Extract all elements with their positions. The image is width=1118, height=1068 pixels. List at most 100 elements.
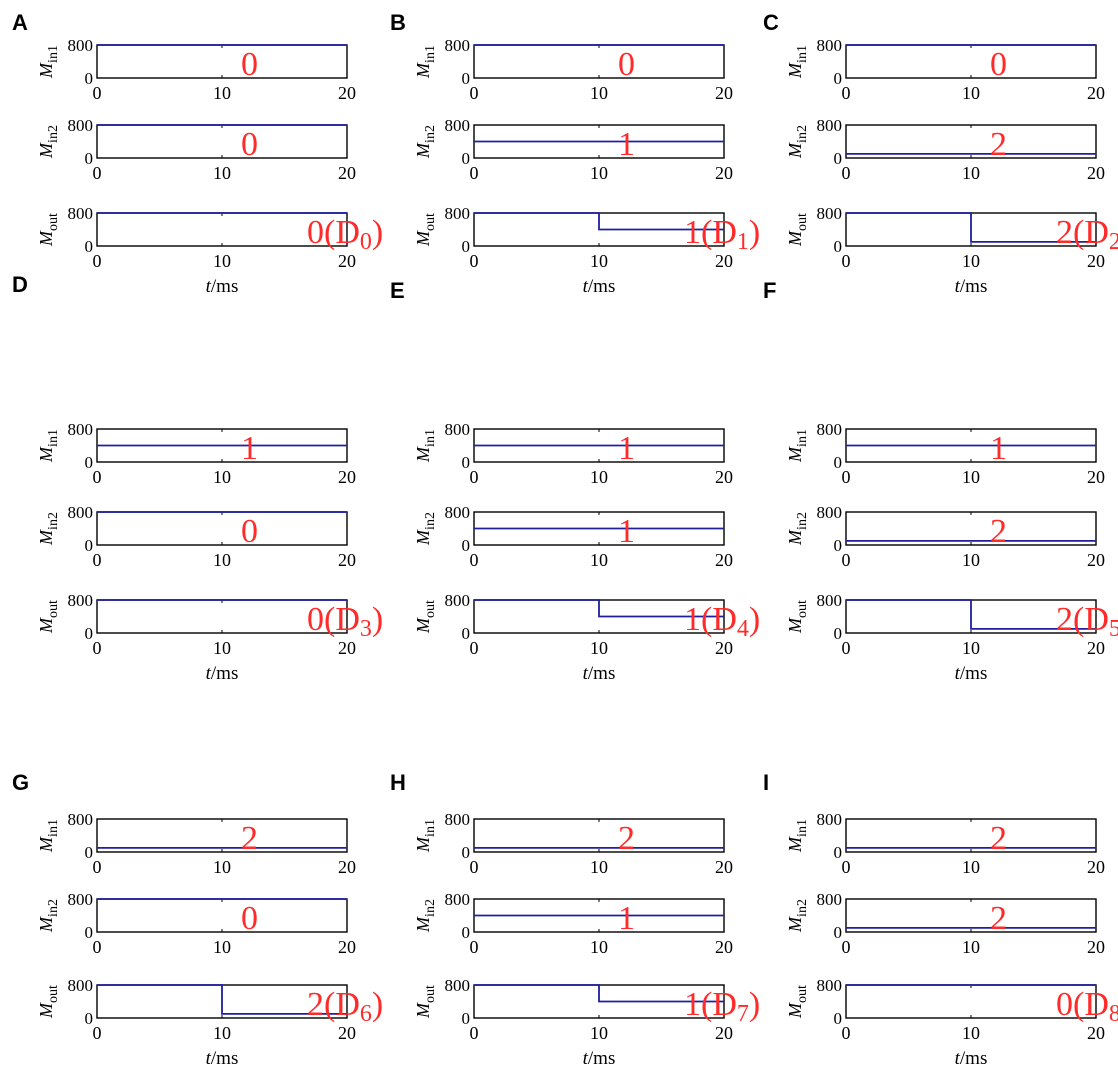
annotation: 1 (990, 430, 1007, 467)
subplot-out: 0 800 0 10 20 Mout 0(D3) (36, 591, 383, 658)
y-tick-label: 0 (834, 237, 843, 256)
x-tick-label: 0 (93, 1023, 102, 1043)
annotation-tail: ) (749, 986, 760, 1023)
y-tick-label: 800 (817, 976, 843, 995)
y-tick-label: 800 (817, 204, 843, 223)
x-axis-label-unit: /ms (588, 663, 615, 684)
y-tick-label: 0 (834, 923, 843, 942)
y-axis-label-var: M (785, 836, 805, 853)
x-axis-label-var: t (955, 663, 961, 684)
x-tick-label: 10 (590, 937, 608, 957)
x-tick-label: 20 (1087, 937, 1105, 957)
axes-box (845, 44, 1097, 79)
annotation-main: 1(D (684, 214, 737, 251)
annotation-sub: 4 (737, 616, 749, 642)
x-axis-label: t/ms (206, 1048, 239, 1068)
y-tick-label: 800 (817, 36, 843, 55)
y-axis-label-var: M (413, 62, 433, 79)
y-axis-label-sub: out (795, 600, 810, 618)
x-tick-label: 0 (470, 857, 479, 877)
x-tick-label: 10 (590, 638, 608, 658)
y-axis-label: Mout (785, 213, 810, 247)
x-tick-label: 20 (338, 251, 356, 271)
y-tick-label: 0 (834, 1009, 843, 1028)
y-axis-label-sub: out (795, 213, 810, 231)
y-axis-label: Mout (413, 985, 438, 1019)
annotation-main: 1 (618, 900, 635, 937)
annotation-main: 1 (618, 513, 635, 550)
y-axis-label: Mout (785, 985, 810, 1019)
y-axis-label-var: M (785, 142, 805, 159)
y-axis-label-sub: in2 (46, 512, 61, 530)
x-tick-label: 20 (338, 1023, 356, 1043)
x-tick-label: 20 (715, 550, 733, 570)
y-tick-label: 0 (85, 453, 94, 472)
annotation-tail: ) (372, 601, 383, 638)
x-axis-label-var: t (955, 1048, 961, 1068)
y-tick-label: 800 (68, 810, 94, 829)
x-tick-label: 10 (962, 251, 980, 271)
y-axis-label: Min1 (36, 429, 61, 463)
x-tick-label: 20 (338, 857, 356, 877)
y-axis-label: Min2 (36, 125, 61, 159)
x-tick-label: 0 (93, 638, 102, 658)
annotation: 2(D2) (1056, 214, 1118, 255)
y-axis-label-var: M (413, 142, 433, 159)
y-tick-label: 800 (68, 36, 94, 55)
subplot-in2: 0 800 0 10 20 Min2 1 (413, 503, 733, 570)
annotation-sub: 8 (1109, 1001, 1118, 1027)
annotation: 0 (241, 513, 258, 550)
x-tick-label: 0 (842, 550, 851, 570)
x-tick-label: 0 (470, 638, 479, 658)
y-tick-label: 800 (68, 890, 94, 909)
y-axis-label: Mout (413, 213, 438, 247)
annotation: 0(D3) (307, 601, 383, 642)
annotation: 0(D8) (1056, 986, 1118, 1027)
y-axis-label: Min2 (413, 899, 438, 933)
subplot-in2: 0 800 0 10 20 Min2 0 (36, 503, 356, 570)
subplot-in1: 0 800 0 10 20 Min1 2 (413, 810, 733, 877)
annotation: 0 (618, 46, 635, 83)
x-tick-label: 20 (338, 638, 356, 658)
y-tick-label: 800 (445, 420, 471, 439)
y-tick-label: 800 (68, 204, 94, 223)
y-tick-label: 800 (445, 976, 471, 995)
y-tick-label: 0 (462, 69, 471, 88)
x-tick-label: 0 (93, 163, 102, 183)
subplot-in2: 0 800 0 10 20 Min2 0 (36, 890, 356, 957)
annotation-sub: 0 (360, 229, 372, 255)
subplot-out: 0 800 0 10 20 Mout 1(D7) (413, 976, 760, 1043)
x-tick-label: 0 (93, 550, 102, 570)
x-tick-label: 10 (962, 83, 980, 103)
annotation-main: 2(D (307, 986, 360, 1023)
x-axis-label: t/ms (206, 663, 239, 684)
subplot-in1: 0 800 0 10 20 Min1 2 (36, 810, 356, 877)
x-tick-label: 0 (842, 467, 851, 487)
annotation-main: 0(D (1056, 986, 1109, 1023)
axes-box (96, 44, 348, 79)
y-tick-label: 0 (834, 149, 843, 168)
x-tick-label: 10 (590, 251, 608, 271)
panel-label: D (12, 272, 28, 297)
annotation-main: 0(D (307, 214, 360, 251)
y-axis-label: Min2 (785, 512, 810, 546)
x-tick-label: 10 (962, 467, 980, 487)
x-tick-label: 20 (715, 467, 733, 487)
x-tick-label: 0 (842, 251, 851, 271)
subplot-out: 0 800 0 10 20 Mout 2(D2) (785, 204, 1118, 271)
series-line (97, 984, 347, 1015)
subplot-in1: 0 800 0 10 20 Min1 2 (785, 810, 1105, 877)
x-axis-label-unit: /ms (588, 276, 615, 297)
annotation-main: 1 (618, 430, 635, 467)
x-tick-label: 10 (962, 163, 980, 183)
y-tick-label: 0 (462, 237, 471, 256)
x-tick-label: 20 (715, 251, 733, 271)
annotation: 2 (990, 126, 1007, 163)
annotation-tail: ) (372, 986, 383, 1023)
x-tick-label: 20 (338, 83, 356, 103)
x-tick-label: 10 (590, 467, 608, 487)
